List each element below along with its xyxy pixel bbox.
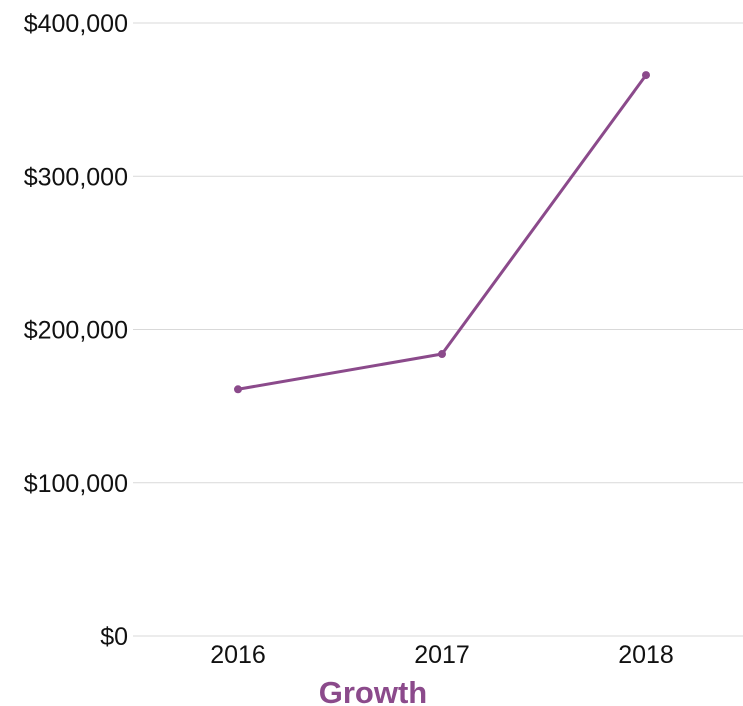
series-group [234,71,650,394]
gridlines [133,22,743,637]
x-tick-label: 2016 [210,641,266,669]
y-tick-label: $200,000 [24,317,128,345]
data-point [642,71,650,80]
y-axis-tick-labels: $0 $100,000 $200,000 $300,000 $400,000 [24,10,128,651]
x-axis-tick-labels: 2016 2017 2018 [210,641,674,669]
y-tick-label: $100,000 [24,470,128,498]
series-line [236,73,648,391]
data-point [438,350,446,359]
chart-title: Growth [319,675,428,706]
y-tick-label: $300,000 [24,163,128,191]
data-point [234,385,242,394]
y-tick-label: $400,000 [24,10,128,38]
y-tick-label: $0 [100,623,128,651]
x-tick-label: 2017 [414,641,470,669]
x-tick-label: 2018 [618,641,674,669]
